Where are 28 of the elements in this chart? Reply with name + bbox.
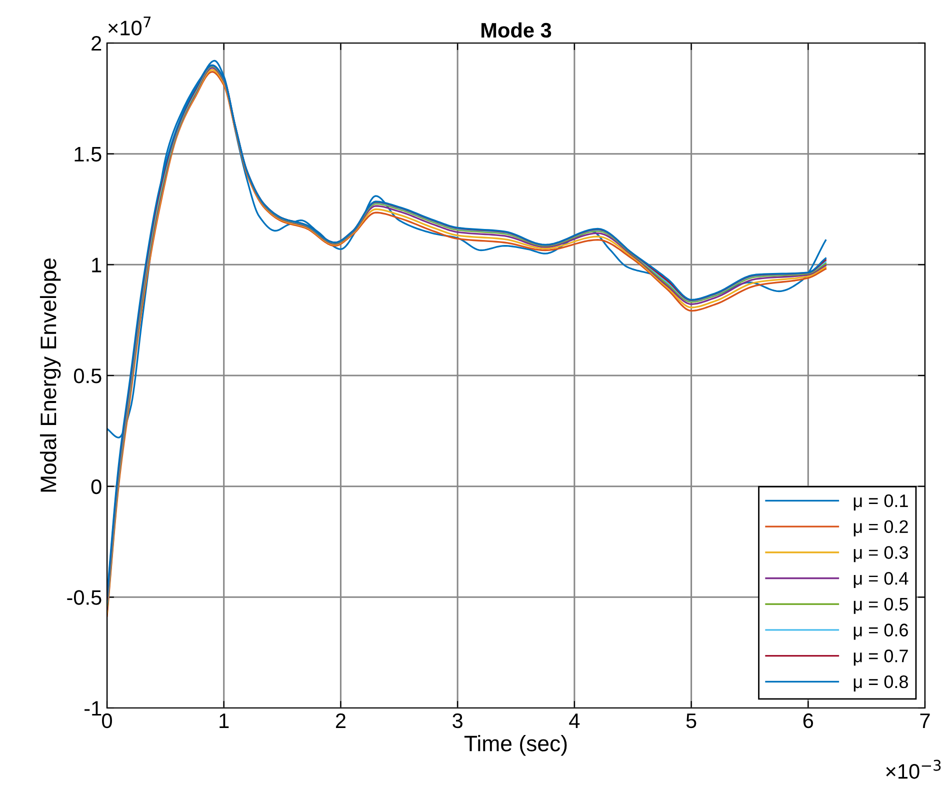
x-tick-label: 7 (920, 714, 930, 728)
legend-label: μ = 0.1 (854, 494, 908, 510)
y-tick-label: -0.5 (67, 590, 102, 605)
x-tick-label: 6 (803, 713, 814, 728)
x-tick-label: 3 (452, 713, 462, 728)
legend-label: μ = 0.8 (854, 675, 908, 692)
legend-label: μ = 0.4 (854, 572, 908, 588)
x-axis-title: Time (sec) (464, 735, 567, 756)
chart-title: Mode 3 (482, 22, 552, 38)
y-tick-label: 1.5 (74, 147, 102, 162)
y-axis-title: Modal Energy Envelope (40, 258, 61, 492)
y-tick-label: 2 (92, 36, 102, 51)
legend-label: μ = 0.2 (854, 520, 908, 536)
legend-label: μ = 0.5 (854, 598, 908, 614)
x-tick-label: 2 (336, 713, 346, 728)
legend-label: μ = 0.7 (854, 650, 908, 666)
y-tick-label: -1 (84, 701, 102, 716)
x-tick-label: 0 (102, 713, 112, 728)
y-tick-label: 0 (91, 479, 102, 494)
x-tick-label: 5 (686, 714, 696, 728)
legend-label: μ = 0.3 (854, 546, 908, 562)
y-tick-label: 1 (92, 258, 102, 272)
y-tick-label: 0.5 (74, 368, 102, 384)
x-tick-label: 1 (220, 714, 229, 728)
legend-label: μ = 0.6 (854, 624, 908, 640)
text: ×10$^{−3}$ (886, 760, 941, 779)
x-tick-label: 4 (569, 714, 580, 728)
text: ×10$^{7}$ (108, 16, 151, 36)
